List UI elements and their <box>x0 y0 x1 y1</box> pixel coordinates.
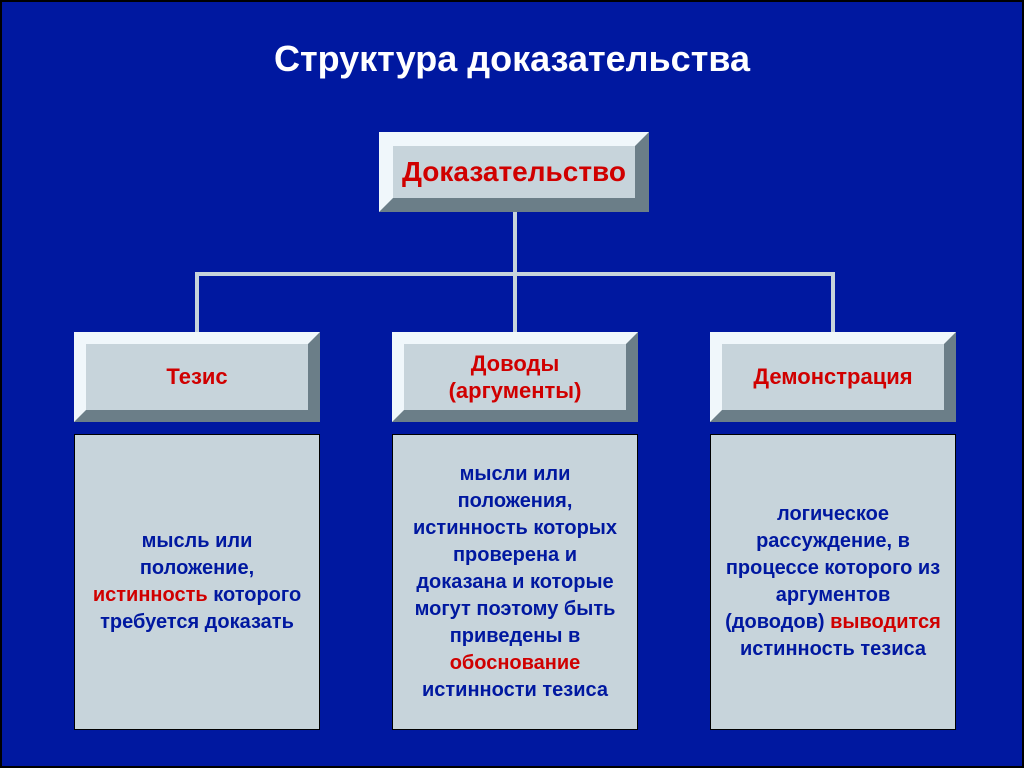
child-node-2-body: мысли или положения, истинность которых … <box>392 434 638 730</box>
child-1-label: Тезис <box>166 363 227 391</box>
child-node-2-header: Доводы(аргументы) <box>392 332 638 422</box>
root-node: Доказательство <box>379 132 649 212</box>
connector-vertical-3 <box>831 272 835 332</box>
root-label: Доказательство <box>402 156 626 188</box>
child-node-1-header: Тезис <box>74 332 320 422</box>
child-3-text: логическое рассуждение, в процессе котор… <box>725 501 941 663</box>
connector-vertical-2 <box>513 272 517 332</box>
child-node-3-body: логическое рассуждение, в процессе котор… <box>710 434 956 730</box>
child-3-label: Демонстрация <box>753 363 912 391</box>
child-2-text: мысли или положения, истинность которых … <box>407 461 623 704</box>
diagram-title: Структура доказательства <box>2 38 1022 80</box>
child-node-3-header: Демонстрация <box>710 332 956 422</box>
connector-vertical-1 <box>195 272 199 332</box>
connector-vertical-main <box>513 212 517 274</box>
child-node-1-body: мысль или положение, истинность которого… <box>74 434 320 730</box>
child-1-text: мысль или положение, истинность которого… <box>89 528 305 636</box>
child-2-label: Доводы(аргументы) <box>449 350 582 405</box>
